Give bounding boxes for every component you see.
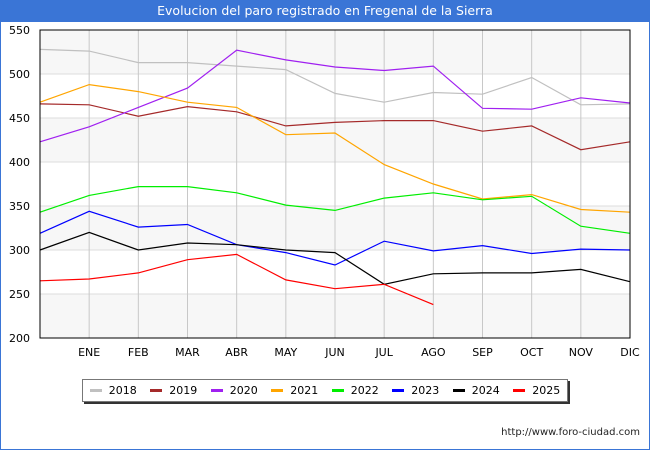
- x-tick-label: SEP: [472, 346, 493, 359]
- y-tick-label: 200: [9, 332, 30, 345]
- series-lines: [39, 48, 631, 306]
- source-url[interactable]: http://www.foro-ciudad.com: [501, 427, 640, 438]
- x-tick-label: MAY: [274, 346, 297, 359]
- legend-label: 2019: [169, 384, 198, 397]
- legend-item: 2019: [150, 384, 197, 397]
- x-tick-label: OCT: [520, 346, 543, 359]
- y-tick-label: 500: [9, 68, 30, 81]
- y-tick-label: 400: [9, 156, 30, 169]
- legend-swatch: [271, 389, 284, 392]
- series-line-2019: [39, 103, 631, 151]
- legend-swatch: [513, 389, 526, 392]
- legend-swatch: [210, 389, 223, 392]
- legend-swatch: [452, 389, 465, 392]
- legend-label: 2024: [471, 384, 500, 397]
- chart-title: Evolucion del paro registrado en Fregena…: [0, 0, 650, 22]
- series-line-2024: [39, 231, 631, 285]
- series-line-2025: [39, 253, 434, 306]
- legend-label: 2025: [532, 384, 561, 397]
- x-tick-label: MAR: [175, 346, 200, 359]
- x-tick-label: ABR: [225, 346, 248, 359]
- legend-swatch: [392, 389, 405, 392]
- y-tick-label: 450: [9, 112, 30, 125]
- series-line-2021: [39, 83, 631, 213]
- x-tick-label: JUL: [374, 346, 393, 359]
- y-tick-label: 350: [9, 200, 30, 213]
- legend-label: 2020: [229, 384, 258, 397]
- x-tick-label: FEB: [128, 346, 149, 359]
- legend-item: 2018: [89, 384, 137, 397]
- legend-item: 2025: [513, 384, 560, 397]
- legend-item: 2023: [392, 384, 439, 397]
- series-line-2022: [39, 186, 631, 234]
- x-tick-label: DIC: [620, 346, 640, 359]
- x-tick-label: NOV: [569, 346, 594, 359]
- y-axis-ticks: 200 250 300 350 400 450 500 550: [9, 24, 30, 345]
- legend-swatch: [331, 389, 344, 392]
- plot-border: [39, 29, 631, 339]
- series-line-2023: [39, 210, 631, 266]
- legend-item: 2021: [271, 384, 318, 397]
- legend-label: 2023: [411, 384, 440, 397]
- x-tick-label: AGO: [421, 346, 446, 359]
- x-tick-label: ENE: [78, 346, 100, 359]
- series-line-2018: [39, 48, 631, 106]
- x-axis-ticks: ENE FEB MAR ABR MAY JUN JUL AGO SEP OCT NOV DIC: [78, 346, 640, 359]
- series-line-2020: [39, 49, 631, 143]
- legend-swatch: [89, 389, 102, 392]
- legend-label: 2018: [108, 384, 137, 397]
- legend-label: 2022: [350, 384, 379, 397]
- legend-item: 2020: [210, 384, 258, 397]
- legend: 2018 2019 2020 2021 2022 2023 2024 2025: [82, 379, 568, 402]
- legend-label: 2021: [290, 384, 319, 397]
- legend-swatch: [150, 389, 163, 392]
- y-tick-label: 300: [9, 244, 30, 257]
- x-tick-label: JUN: [324, 346, 345, 359]
- legend-item: 2024: [452, 384, 500, 397]
- y-tick-label: 250: [9, 288, 30, 301]
- y-tick-label: 550: [9, 24, 30, 37]
- legend-item: 2022: [331, 384, 379, 397]
